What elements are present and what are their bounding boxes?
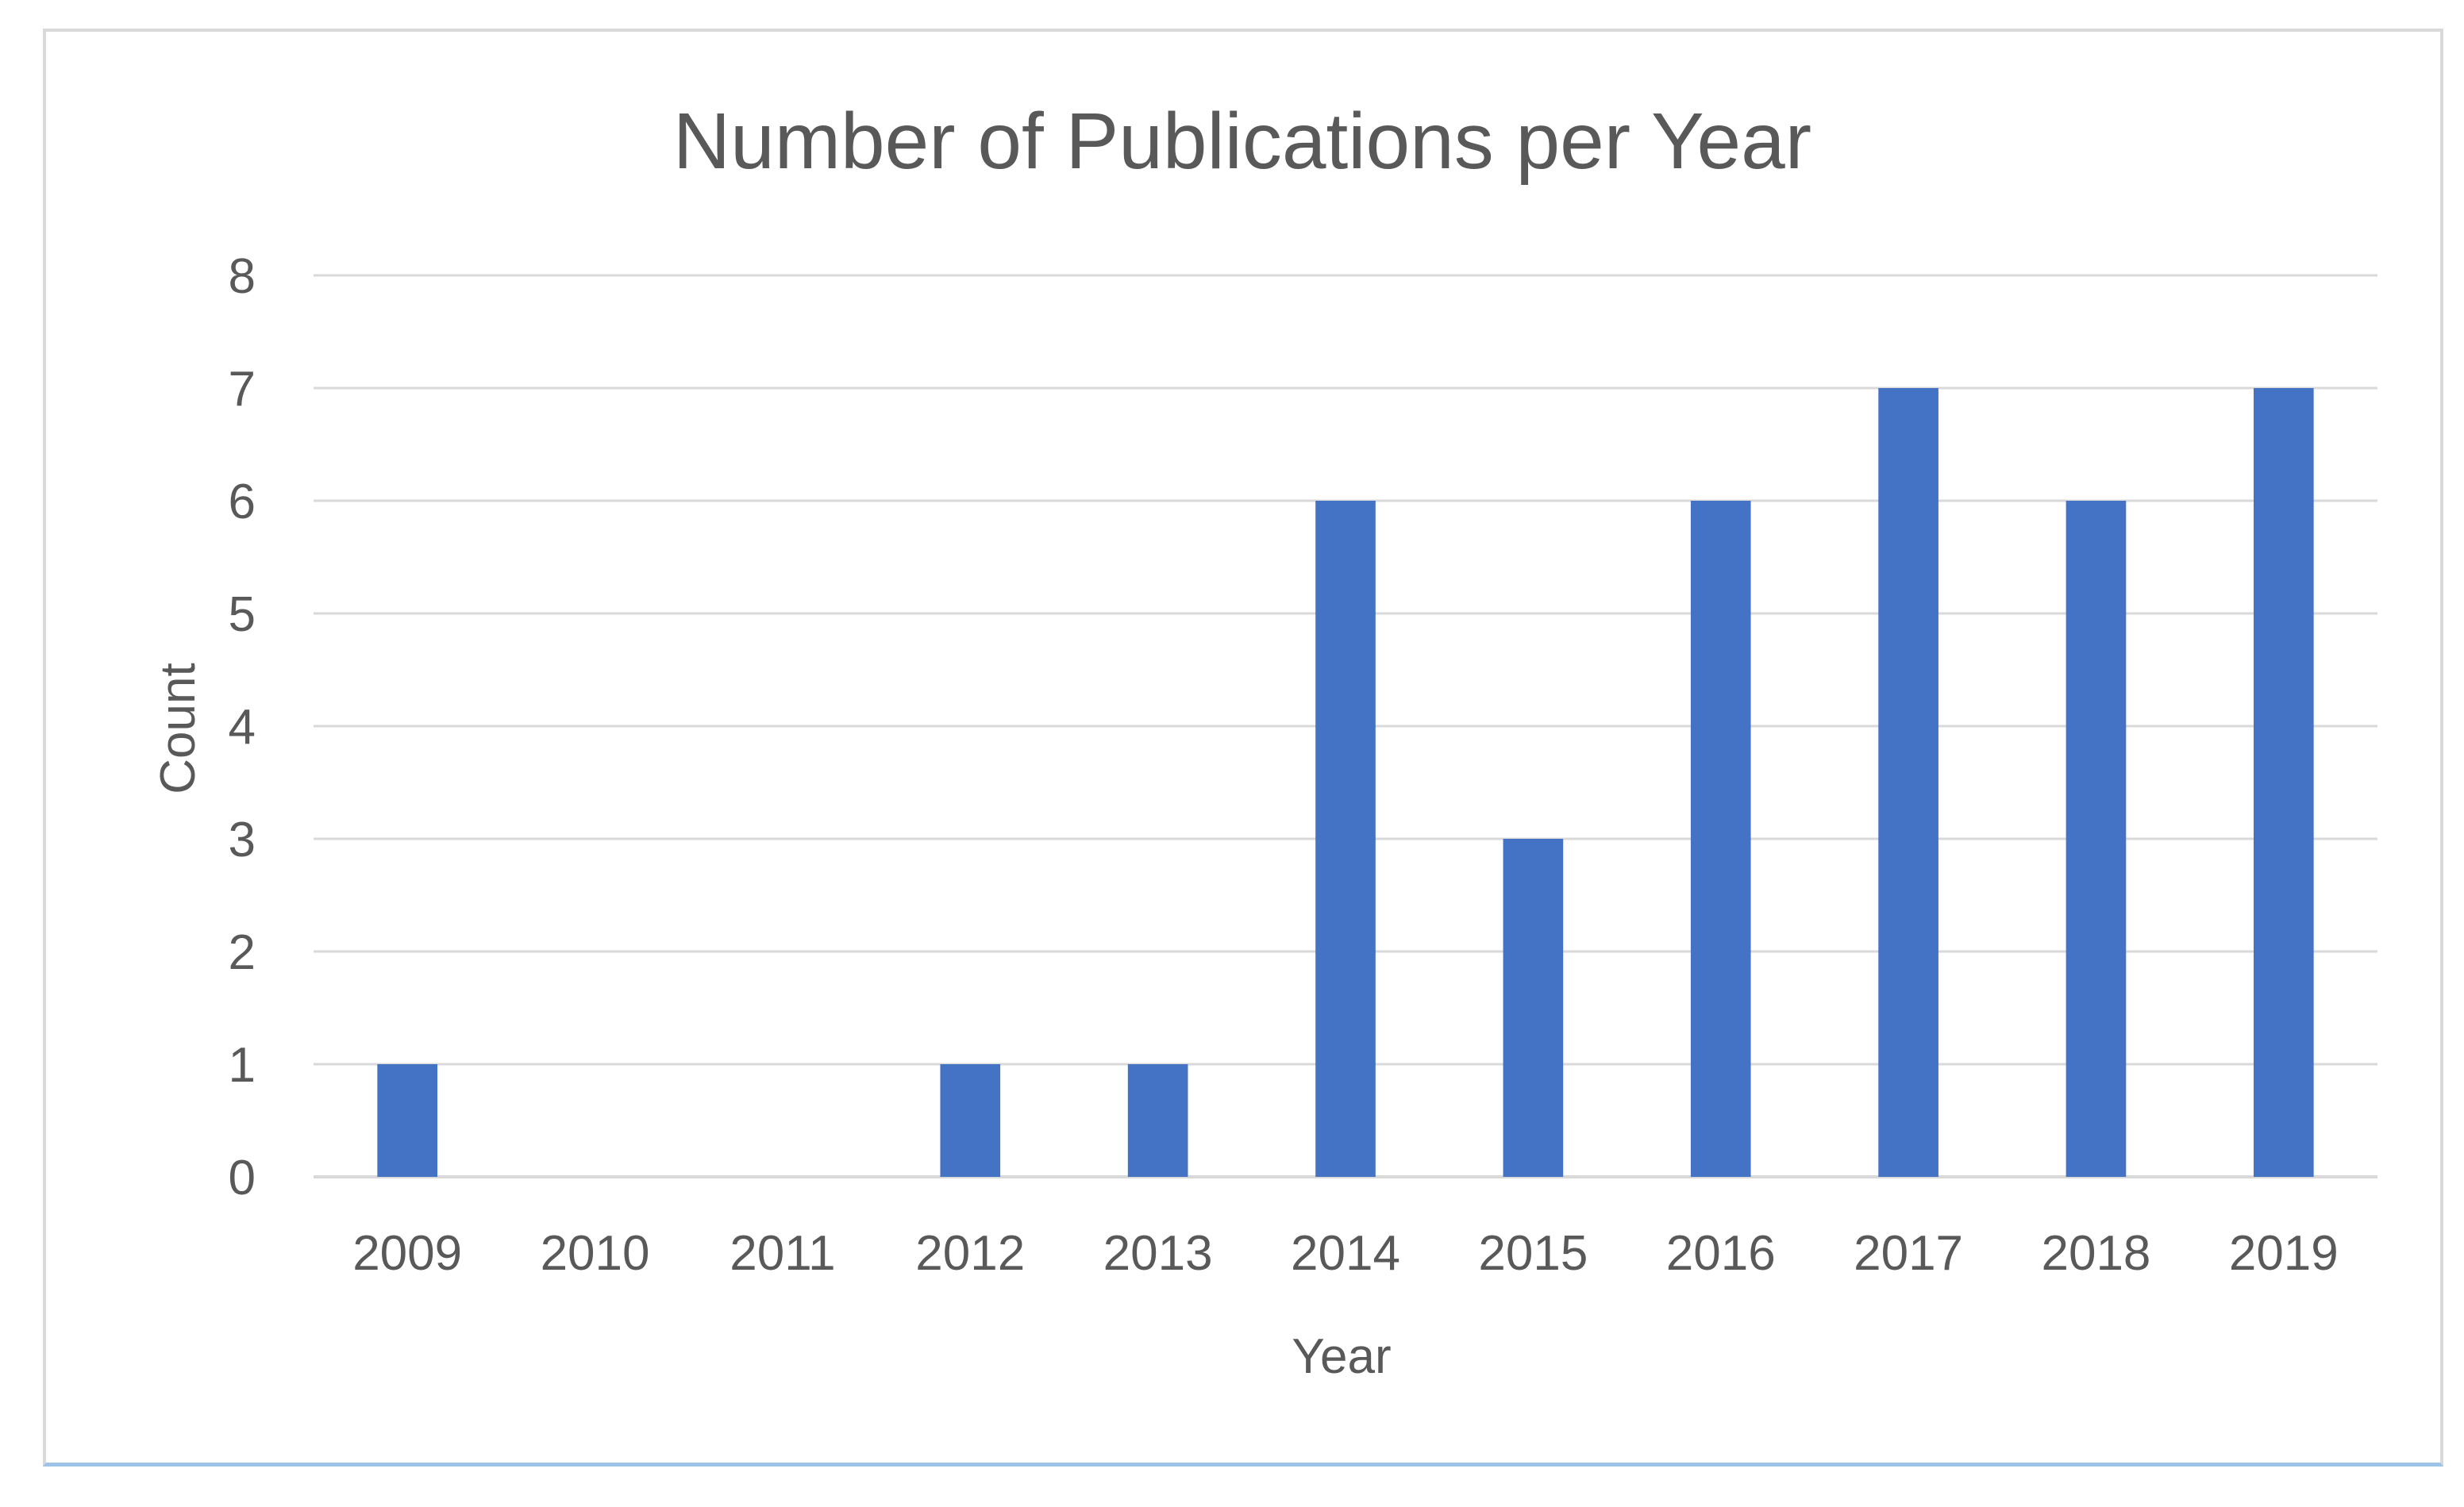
bars [377,388,2314,1177]
y-tick-labels: 0 1 2 3 4 5 6 7 8 [229,249,256,1205]
bar-2014 [1315,501,1376,1177]
bar-2009 [377,1064,437,1177]
bar-2019 [2254,388,2314,1177]
y-tick-label: 0 [229,1151,256,1205]
x-tick-label: 2018 [2041,1226,2150,1281]
chart-frame [43,29,2443,1467]
bar-2017 [1878,388,1938,1177]
x-tick-label: 2013 [1103,1226,1213,1281]
y-tick-label: 3 [229,813,256,867]
x-tick-label: 2016 [1666,1226,1776,1281]
x-tick-label: 2015 [1478,1226,1588,1281]
x-tick-label: 2010 [541,1226,650,1281]
x-axis-label: Year [1292,1329,1391,1384]
y-tick-label: 7 [229,362,256,417]
bar-2012 [940,1064,1001,1177]
bar-2016 [1690,501,1751,1177]
x-tick-labels: 2009 2010 2011 2012 2013 2014 2015 2016 2017 2018… [352,1226,2339,1281]
x-tick-label: 2011 [730,1226,835,1281]
bar-2015 [1503,839,1564,1177]
x-tick-label: 2009 [352,1226,462,1281]
x-tick-label: 2012 [915,1226,1025,1281]
chart-title: Number of Publications per Year [673,97,1811,186]
y-tick-label: 2 [229,925,256,980]
y-tick-label: 4 [229,700,256,755]
y-tick-label: 6 [229,475,256,529]
y-tick-label: 5 [229,587,256,642]
y-tick-label: 1 [229,1038,256,1093]
bar-2018 [2066,501,2127,1177]
bar-2013 [1127,1064,1188,1177]
x-tick-label: 2017 [1854,1226,1963,1281]
y-axis-label: Count [151,663,206,794]
x-tick-label: 2014 [1291,1226,1400,1281]
x-tick-label: 2019 [2229,1226,2339,1281]
y-tick-label: 8 [229,249,256,304]
